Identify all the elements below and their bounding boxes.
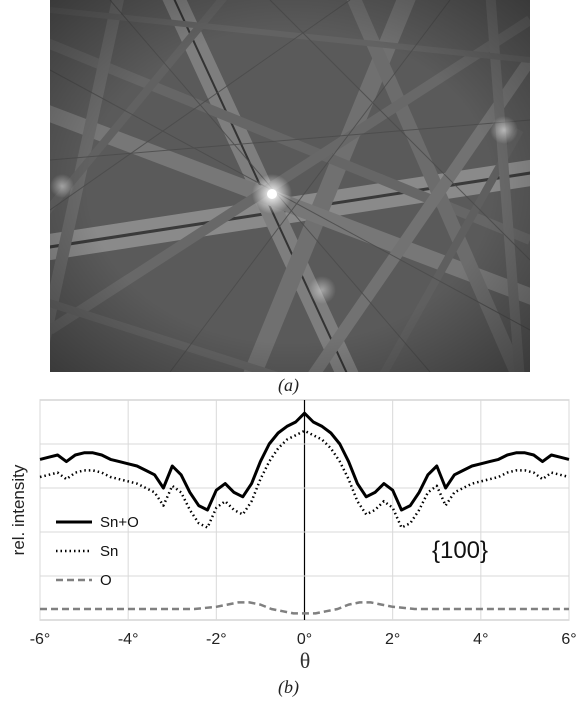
y-axis-label: rel. intensity <box>9 464 28 555</box>
x-tick-label: -6° <box>30 631 51 648</box>
ebsd-pattern-image <box>50 0 530 372</box>
caption-b: (b) <box>278 677 299 697</box>
x-tick-labels: -6° -4° -2° 0° 2° 4° 6° <box>30 631 577 648</box>
x-tick-label: 4° <box>473 631 488 648</box>
x-tick-label: 0° <box>297 631 312 648</box>
legend-label-o: O <box>100 572 112 589</box>
x-tick-label: 6° <box>561 631 576 648</box>
x-tick-label: -2° <box>206 631 227 648</box>
chart-canvas: -6° -4° -2° 0° 2° 4° 6° rel. intensity θ {100}… <box>9 399 577 673</box>
series-line-sn <box>39 429 570 529</box>
intensity-profile-chart: -6° -4° -2° 0° 2° 4° 6° rel. intensity θ {100}… <box>0 398 577 676</box>
series-line-sn-o <box>39 411 570 512</box>
kikuchi-pattern-drawing <box>50 0 530 372</box>
caption-a: (a) <box>278 375 299 395</box>
x-tick-label: 2° <box>385 631 400 648</box>
legend-label-sn: Sn <box>100 543 118 560</box>
series-line-o <box>40 601 569 615</box>
legend: Sn+O Sn O <box>56 514 139 589</box>
x-tick-label: -4° <box>118 631 139 648</box>
legend-label-sn-o: Sn+O <box>100 514 139 531</box>
gridlines <box>39 400 570 620</box>
series-layer <box>39 411 570 615</box>
plane-annotation: {100} <box>432 537 488 564</box>
x-axis-label: θ <box>300 648 311 673</box>
